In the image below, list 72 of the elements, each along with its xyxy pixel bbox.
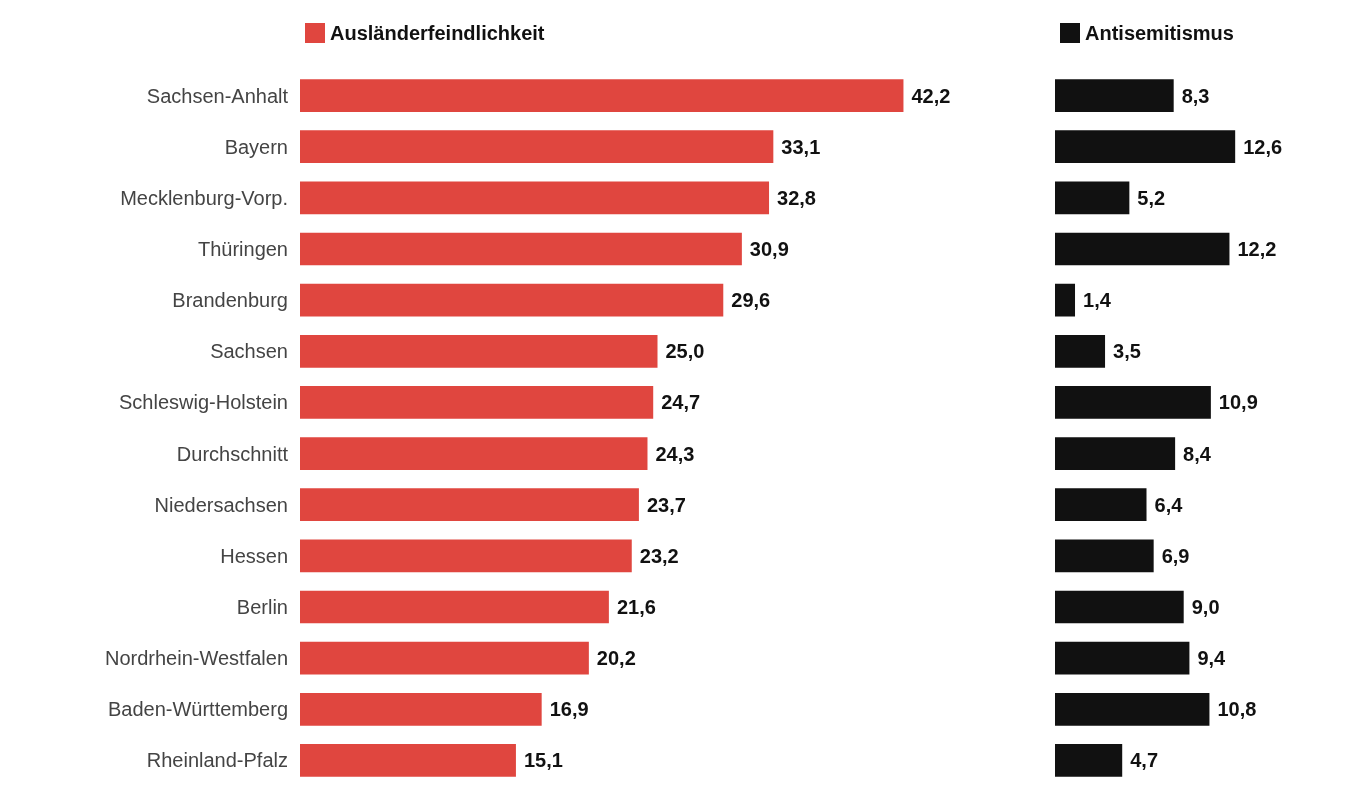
data-label: 21,6 [616,596,656,618]
bar [300,232,742,266]
data-label: 9,4 [1197,647,1227,670]
bar [300,641,589,675]
bar [1055,283,1076,317]
bar [300,437,648,470]
y-tick-label: Baden-Württemberg [107,698,288,721]
bar [1055,130,1236,164]
bar [1055,437,1176,470]
data-label: 1,4 [1083,289,1112,312]
data-label: 9,0 [1191,596,1220,618]
data-label: 33,1 [781,135,821,158]
y-tick-label: Hessen [220,544,288,567]
data-label: 23,2 [639,544,679,567]
bar [1055,539,1154,573]
data-label: 24,7 [661,391,701,414]
data-label: 32,8 [777,186,816,209]
y-tick-label: Durchschnitt [176,442,289,465]
bar [300,744,516,777]
data-label: 10,9 [1218,391,1258,414]
bar [1055,232,1230,266]
data-label: 12,6 [1243,135,1283,158]
data-label: 16,9 [549,698,589,721]
y-tick-label: Niedersachsen [154,493,288,516]
legend-label: Antisemitismus [1085,22,1234,44]
y-tick-label: Mecklenburg-Vorp. [120,186,288,209]
bar [300,488,639,522]
y-tick-label: Berlin [236,596,288,618]
data-label: 5,2 [1137,186,1166,209]
bar [300,539,632,573]
bar [300,386,654,419]
y-tick-label: Schleswig-Holstein [119,391,288,414]
data-label: 30,9 [749,238,789,260]
y-tick-label: Brandenburg [172,289,288,312]
bar [300,692,542,726]
data-label: 15,1 [523,749,563,772]
data-label: 25,0 [665,340,705,363]
bar [1055,334,1106,368]
bar [1055,692,1210,726]
data-label: 8,4 [1183,442,1212,465]
data-label: 4,7 [1130,749,1159,772]
data-label: 12,2 [1237,238,1277,260]
data-label: 24,3 [655,442,695,465]
bar [300,130,774,164]
bar [1055,641,1190,675]
bar [1055,79,1174,112]
bar [300,181,770,215]
data-label: 6,4 [1154,493,1184,516]
data-label: 3,5 [1113,340,1141,363]
bar [300,283,724,317]
data-label: 6,9 [1161,544,1190,567]
bar [1055,744,1123,777]
bar [300,590,609,624]
bar [1055,488,1147,522]
y-tick-label: Rheinland-Pfalz [146,749,288,772]
data-label: 8,3 [1181,84,1210,107]
data-label: 20,2 [596,647,636,670]
y-tick-label: Bayern [224,135,288,158]
data-label: 23,7 [646,493,686,516]
legend-label: Ausländerfeindlichkeit [330,22,545,44]
y-tick-label: Thüringen [197,238,288,260]
data-label: 29,6 [731,289,771,312]
y-tick-label: Sachsen-Anhalt [146,84,289,107]
data-label: 10,8 [1217,698,1257,721]
data-label: 42,2 [911,84,951,107]
bar [1055,590,1184,624]
bar [300,334,658,368]
y-tick-label: Nordrhein-Westfalen [104,647,288,670]
y-tick-label: Sachsen [210,340,288,363]
bar [1055,386,1211,419]
bar [1055,181,1130,215]
bar [300,79,904,112]
